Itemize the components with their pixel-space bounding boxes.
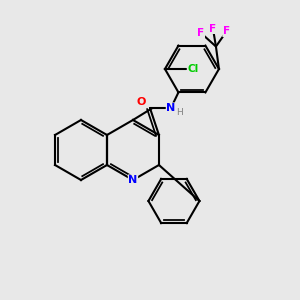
Text: O: O — [136, 97, 146, 107]
Text: F: F — [197, 28, 205, 38]
Text: F: F — [209, 23, 217, 34]
Text: H: H — [177, 108, 183, 117]
Text: N: N — [166, 103, 176, 113]
Text: Cl: Cl — [188, 64, 199, 74]
Text: N: N — [128, 175, 138, 185]
Text: F: F — [223, 26, 230, 37]
